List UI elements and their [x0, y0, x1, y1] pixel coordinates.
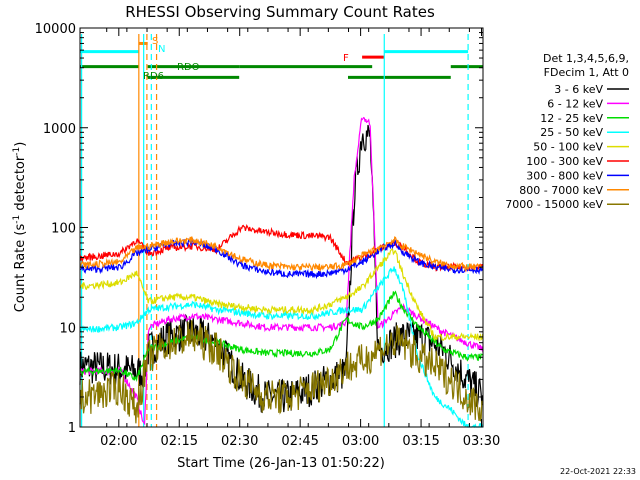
x-tick-label: 03:15	[402, 434, 439, 449]
series-300-800-kev	[79, 238, 484, 280]
timestamp: 22-Oct-2021 22:33	[560, 467, 636, 476]
legend-label-12-25-kev: 12 - 25 keV	[540, 112, 603, 125]
legend-label-3-6-kev: 3 - 6 keV	[554, 83, 603, 96]
flag-bars	[80, 41, 483, 79]
legend-label-7000-15000-kev: 7000 - 15000 keV	[505, 198, 603, 211]
x-tick-label: 03:30	[463, 434, 500, 449]
series-7000-15000-kev	[79, 320, 484, 424]
legend-header-line1: Det 1,3,4,5,6,9,	[543, 52, 629, 65]
data-series	[79, 116, 484, 429]
series-800-7000-kev	[79, 236, 483, 273]
flag-label-rd6: RD6	[143, 71, 164, 82]
x-tick-label: 02:45	[281, 434, 318, 449]
legend-label-100-300-kev: 100 - 300 keV	[526, 155, 603, 168]
legend-label-25-50-kev: 25 - 50 keV	[540, 126, 603, 139]
series-50-100-kev	[79, 248, 484, 343]
y-tick-label: 1000	[43, 122, 76, 137]
x-tick-label: 03:00	[342, 434, 379, 449]
y-tick-label: 1	[68, 421, 76, 436]
x-tick-label: 02:00	[100, 434, 137, 449]
legend-label-6-12-kev: 6 - 12 keV	[547, 97, 603, 110]
y-tick-label: 10000	[35, 22, 76, 37]
y-tick-label: 10	[59, 321, 76, 336]
y-axis: 1 10 100 1000 10000	[35, 22, 483, 436]
flag-label-f: F	[343, 53, 349, 64]
flag-label-n: N	[158, 44, 165, 55]
legend-label-800-7000-kev: 800 - 7000 keV	[519, 184, 603, 197]
x-axis-label: Start Time (26-Jan-13 01:50:22)	[177, 456, 385, 471]
y-tick-label: 100	[51, 222, 76, 237]
x-tick-label: 02:15	[161, 434, 198, 449]
flag-label-s: S	[152, 36, 158, 47]
y-axis-label: Count Rate (s-1 detector-1)	[12, 142, 28, 313]
legend-label-300-800-kev: 300 - 800 keV	[526, 169, 603, 182]
x-tick-label: 02:30	[221, 434, 258, 449]
chart-title: RHESSI Observing Summary Count Rates	[125, 3, 435, 21]
legend-header-line2: FDecim 1, Att 0	[544, 66, 629, 79]
legend-label-50-100-kev: 50 - 100 keV	[533, 141, 603, 154]
x-axis: 02:00 02:15 02:30 02:45 03:00 03:15 03:30	[100, 28, 500, 449]
flag-label-rdo: RDO	[177, 62, 200, 73]
